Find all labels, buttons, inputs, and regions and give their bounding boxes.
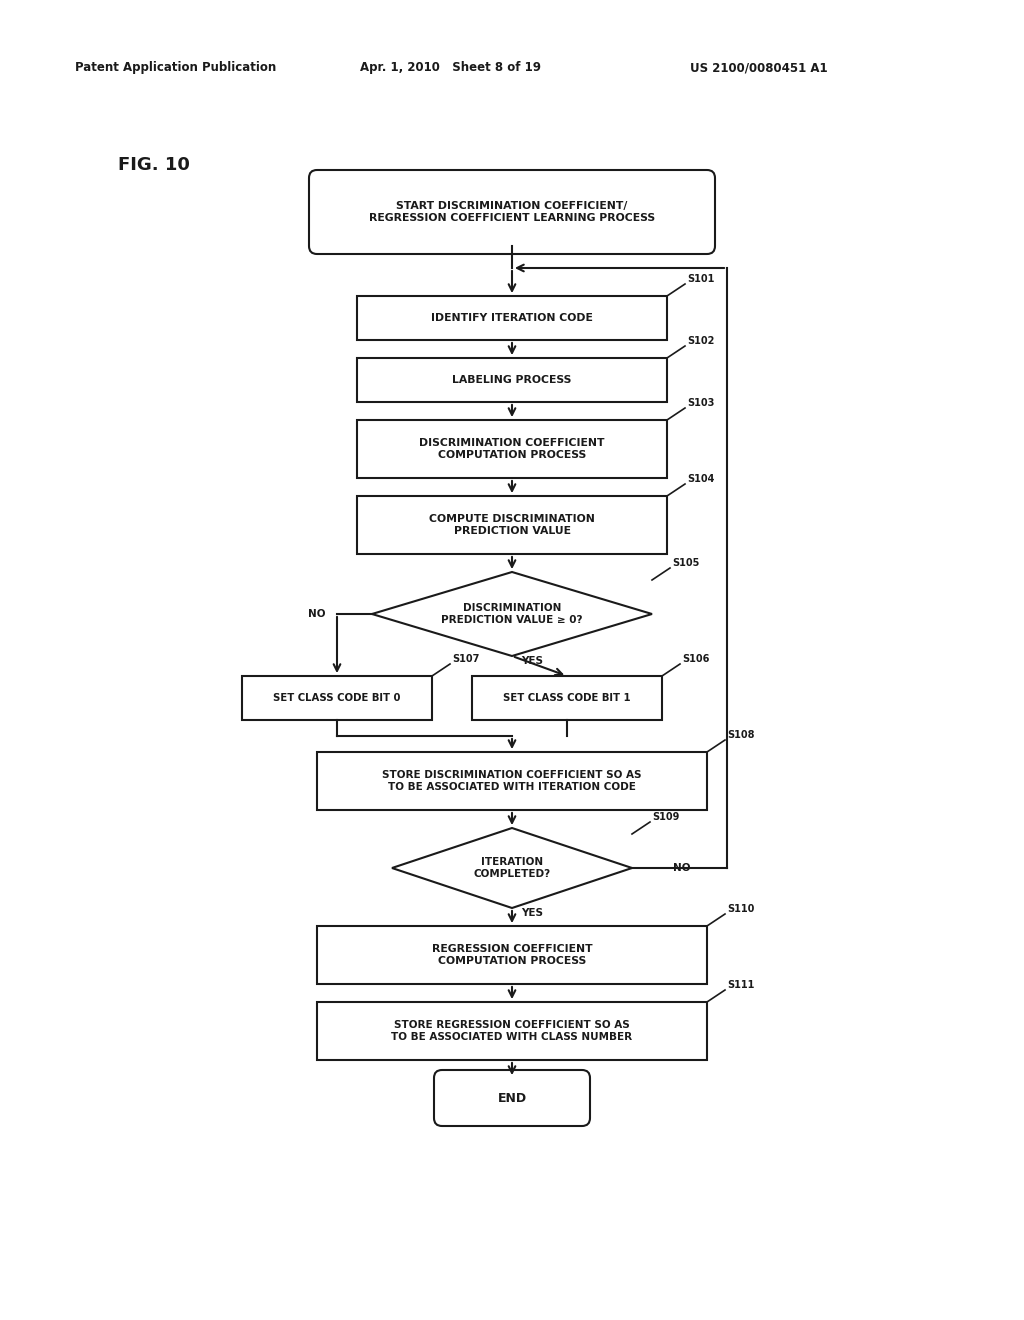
Text: SET CLASS CODE BIT 1: SET CLASS CODE BIT 1 bbox=[503, 693, 631, 704]
Text: LABELING PROCESS: LABELING PROCESS bbox=[453, 375, 571, 385]
Bar bbox=[357, 420, 667, 478]
Text: START DISCRIMINATION COEFFICIENT/
REGRESSION COEFFICIENT LEARNING PROCESS: START DISCRIMINATION COEFFICIENT/ REGRES… bbox=[369, 201, 655, 223]
Text: END: END bbox=[498, 1092, 526, 1105]
Bar bbox=[357, 296, 667, 341]
Text: NO: NO bbox=[673, 863, 691, 873]
Bar bbox=[357, 496, 667, 554]
Text: COMPUTE DISCRIMINATION
PREDICTION VALUE: COMPUTE DISCRIMINATION PREDICTION VALUE bbox=[429, 515, 595, 536]
Text: Apr. 1, 2010   Sheet 8 of 19: Apr. 1, 2010 Sheet 8 of 19 bbox=[360, 62, 541, 74]
Text: YES: YES bbox=[521, 908, 543, 917]
Text: ITERATION
COMPLETED?: ITERATION COMPLETED? bbox=[473, 857, 551, 879]
Text: Patent Application Publication: Patent Application Publication bbox=[75, 62, 276, 74]
Text: SET CLASS CODE BIT 0: SET CLASS CODE BIT 0 bbox=[273, 693, 400, 704]
Polygon shape bbox=[392, 828, 632, 908]
Text: FIG. 10: FIG. 10 bbox=[118, 156, 189, 174]
FancyBboxPatch shape bbox=[434, 1071, 590, 1126]
Text: US 2100/0080451 A1: US 2100/0080451 A1 bbox=[690, 62, 827, 74]
Bar bbox=[317, 927, 707, 983]
Bar bbox=[242, 676, 432, 719]
Text: REGRESSION COEFFICIENT
COMPUTATION PROCESS: REGRESSION COEFFICIENT COMPUTATION PROCE… bbox=[432, 944, 592, 966]
FancyBboxPatch shape bbox=[309, 170, 715, 253]
Text: S110: S110 bbox=[727, 904, 755, 913]
Text: S105: S105 bbox=[672, 558, 699, 568]
Text: STORE REGRESSION COEFFICIENT SO AS
TO BE ASSOCIATED WITH CLASS NUMBER: STORE REGRESSION COEFFICIENT SO AS TO BE… bbox=[391, 1020, 633, 1041]
Text: IDENTIFY ITERATION CODE: IDENTIFY ITERATION CODE bbox=[431, 313, 593, 323]
Bar bbox=[317, 752, 707, 810]
Text: S104: S104 bbox=[687, 474, 715, 484]
Text: S109: S109 bbox=[652, 812, 679, 822]
Text: DISCRIMINATION COEFFICIENT
COMPUTATION PROCESS: DISCRIMINATION COEFFICIENT COMPUTATION P… bbox=[419, 438, 605, 459]
Text: S108: S108 bbox=[727, 730, 755, 741]
Text: YES: YES bbox=[521, 656, 543, 667]
Polygon shape bbox=[372, 572, 652, 656]
Bar bbox=[317, 1002, 707, 1060]
Text: S111: S111 bbox=[727, 979, 755, 990]
Text: S106: S106 bbox=[682, 653, 710, 664]
Text: S107: S107 bbox=[452, 653, 479, 664]
Text: STORE DISCRIMINATION COEFFICIENT SO AS
TO BE ASSOCIATED WITH ITERATION CODE: STORE DISCRIMINATION COEFFICIENT SO AS T… bbox=[382, 770, 642, 792]
Text: S102: S102 bbox=[687, 337, 715, 346]
Text: DISCRIMINATION
PREDICTION VALUE ≥ 0?: DISCRIMINATION PREDICTION VALUE ≥ 0? bbox=[441, 603, 583, 624]
Bar bbox=[357, 358, 667, 403]
Text: S101: S101 bbox=[687, 275, 715, 284]
Bar bbox=[472, 676, 662, 719]
Text: NO: NO bbox=[308, 609, 326, 619]
Text: S103: S103 bbox=[687, 399, 715, 408]
